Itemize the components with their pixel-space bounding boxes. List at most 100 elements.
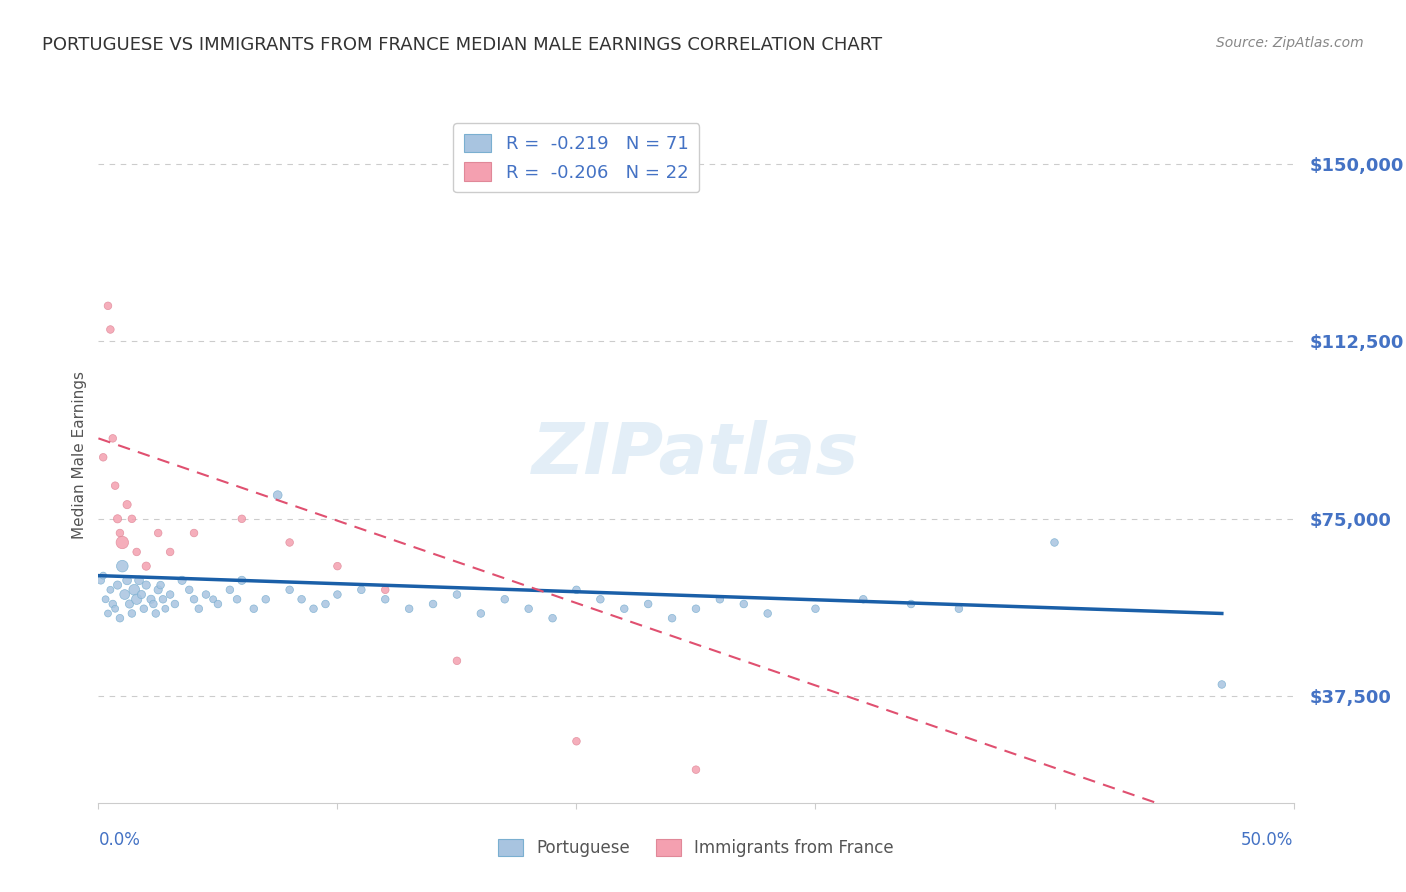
Point [326,588,349,602]
Point [685,601,707,615]
Text: Source: ZipAtlas.com: Source: ZipAtlas.com [1216,36,1364,50]
Point [446,654,468,668]
Point [125,592,148,607]
Point [163,597,186,611]
Point [101,597,124,611]
Point [125,545,148,559]
Point [900,597,922,611]
Point [115,498,138,512]
Text: ZIPatlas: ZIPatlas [533,420,859,490]
Point [104,478,127,492]
Point [98,322,122,336]
Point [804,601,827,615]
Point [661,611,683,625]
Point [494,592,516,607]
Point [194,588,217,602]
Point [108,526,131,541]
Point [637,597,659,611]
Point [470,607,492,621]
Point [565,582,588,597]
Point [131,588,153,602]
Point [107,578,129,592]
Point [243,601,266,615]
Point [104,601,127,615]
Point [315,597,337,611]
Text: 50.0%: 50.0% [1241,830,1294,848]
Point [111,559,134,574]
Point [685,763,707,777]
Point [709,592,731,607]
Point [183,526,205,541]
Point [132,601,155,615]
Point [172,574,194,588]
Point [152,592,174,607]
Point [124,582,146,597]
Point [517,601,540,615]
Point [226,592,249,607]
Text: PORTUGUESE VS IMMIGRANTS FROM FRANCE MEDIAN MALE EARNINGS CORRELATION CHART: PORTUGUESE VS IMMIGRANTS FROM FRANCE MED… [42,36,883,54]
Text: 0.0%: 0.0% [98,830,141,848]
Point [756,607,779,621]
Point [121,607,143,621]
Point [91,450,114,465]
Point [135,578,157,592]
Point [114,588,136,602]
Point [187,601,209,615]
Point [541,611,564,625]
Point [422,597,444,611]
Point [852,592,875,607]
Point [159,545,181,559]
Y-axis label: Median Male Earnings: Median Male Earnings [72,371,87,539]
Point [302,601,325,615]
Point [155,601,177,615]
Point [145,607,167,621]
Point [115,574,138,588]
Point [94,592,117,607]
Point [326,559,349,574]
Point [149,578,172,592]
Point [565,734,588,748]
Point [267,488,290,502]
Point [1211,677,1233,691]
Point [589,592,612,607]
Point [98,582,122,597]
Point [207,597,229,611]
Point [97,299,120,313]
Point [231,574,253,588]
Point [1043,535,1066,549]
Point [202,592,225,607]
Point [374,592,396,607]
Point [350,582,373,597]
Point [111,535,134,549]
Point [91,568,114,582]
Point [121,512,143,526]
Point [446,588,468,602]
Point [733,597,755,611]
Point [97,607,120,621]
Point [948,601,970,615]
Point [139,592,162,607]
Point [278,535,301,549]
Point [613,601,636,615]
Point [135,559,157,574]
Point [128,574,150,588]
Point [142,597,165,611]
Point [398,601,420,615]
Legend: Portuguese, Immigrants from France: Portuguese, Immigrants from France [492,832,900,864]
Point [179,582,201,597]
Point [148,582,170,597]
Point [101,431,124,445]
Point [219,582,242,597]
Point [374,582,396,597]
Point [90,574,112,588]
Point [183,592,205,607]
Point [118,597,141,611]
Point [108,611,131,625]
Point [159,588,181,602]
Point [148,526,170,541]
Point [107,512,129,526]
Point [278,582,301,597]
Point [231,512,253,526]
Point [254,592,277,607]
Point [290,592,312,607]
